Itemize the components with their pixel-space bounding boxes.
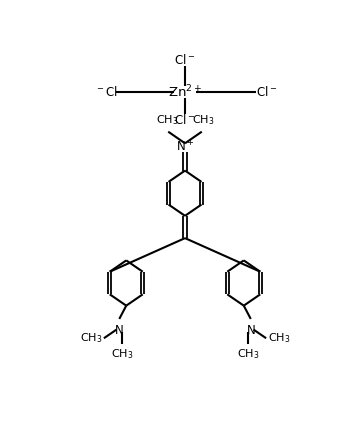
Text: CH$_3$: CH$_3$: [156, 113, 178, 127]
Text: CH$_3$: CH$_3$: [111, 347, 133, 361]
Text: N: N: [115, 324, 123, 337]
Text: Cl$^-$: Cl$^-$: [174, 53, 196, 67]
Text: CH$_3$: CH$_3$: [268, 331, 290, 345]
Text: N$^+$: N$^+$: [176, 140, 194, 155]
Text: Zn$^{2+}$: Zn$^{2+}$: [168, 83, 202, 100]
Text: CH$_3$: CH$_3$: [237, 347, 259, 361]
Text: N: N: [247, 324, 255, 337]
Text: Cl$^-$: Cl$^-$: [174, 113, 196, 127]
Text: CH$_3$: CH$_3$: [80, 331, 103, 345]
Text: $^-$Cl: $^-$Cl: [95, 85, 118, 99]
Text: Cl$^-$: Cl$^-$: [256, 85, 277, 99]
Text: CH$_3$: CH$_3$: [192, 113, 214, 127]
